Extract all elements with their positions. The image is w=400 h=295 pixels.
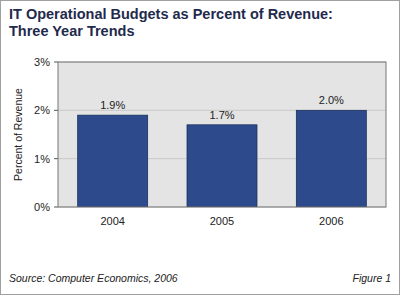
caption: Figure 1 <box>352 272 391 284</box>
bars <box>78 110 367 207</box>
outer-frame <box>1 1 400 295</box>
title: IT Operational Budgets as Percent of Rev… <box>9 6 333 22</box>
tick-mark <box>54 110 58 111</box>
x-tick-label: 2006 <box>319 215 343 227</box>
y-tick-label: 3% <box>34 56 50 68</box>
x-tick-label: 2004 <box>100 215 124 227</box>
y-tick-label: 2% <box>34 104 50 116</box>
data-label: 1.7% <box>209 109 234 121</box>
tick-mark <box>54 62 58 63</box>
tick-mark <box>54 158 58 159</box>
data-label: 2.0% <box>319 94 344 106</box>
bar <box>187 125 257 207</box>
source: Source: Computer Economics, 2006 <box>9 272 178 284</box>
y-tick-label: 1% <box>34 153 50 165</box>
x-tick-label: 2005 <box>210 215 234 227</box>
data-label: 1.9% <box>100 99 125 111</box>
chart: IT Operational Budgets as Percent of Rev… <box>0 0 400 295</box>
tick-mark <box>54 207 58 208</box>
plot-area <box>58 62 386 207</box>
title: Three Year Trends <box>9 23 134 39</box>
bar <box>78 115 148 207</box>
page: {"chart_data": {"type": "bar", "title": … <box>0 0 400 295</box>
y-tick-label: 0% <box>34 201 50 213</box>
plot-frame <box>58 62 386 207</box>
bar <box>296 110 366 207</box>
y-axis-label: Percent of Revenue <box>12 88 24 181</box>
